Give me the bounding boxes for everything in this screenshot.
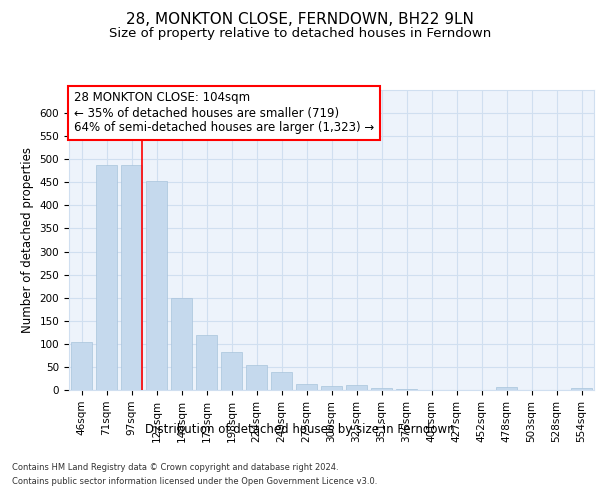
Bar [571,388,592,390]
Bar [271,372,292,390]
Text: 28, MONKTON CLOSE, FERNDOWN, BH22 9LN: 28, MONKTON CLOSE, FERNDOWN, BH22 9LN [126,12,474,28]
Text: Contains public sector information licensed under the Open Government Licence v3: Contains public sector information licen… [12,478,377,486]
Bar [71,342,92,390]
Text: Size of property relative to detached houses in Ferndown: Size of property relative to detached ho… [109,28,491,40]
Bar [346,386,367,390]
Bar [496,387,517,390]
Bar [246,364,267,390]
Bar [371,388,392,390]
Bar [221,352,242,390]
Text: Contains HM Land Registry data © Crown copyright and database right 2024.: Contains HM Land Registry data © Crown c… [12,462,338,471]
Text: 28 MONKTON CLOSE: 104sqm
← 35% of detached houses are smaller (719)
64% of semi-: 28 MONKTON CLOSE: 104sqm ← 35% of detach… [74,92,374,134]
Bar [396,389,417,390]
Text: Distribution of detached houses by size in Ferndown: Distribution of detached houses by size … [145,422,455,436]
Bar [321,386,342,390]
Bar [96,165,117,390]
Y-axis label: Number of detached properties: Number of detached properties [21,147,34,333]
Bar [296,384,317,390]
Bar [121,165,142,390]
Bar [146,181,167,390]
Bar [171,298,192,390]
Bar [196,334,217,390]
